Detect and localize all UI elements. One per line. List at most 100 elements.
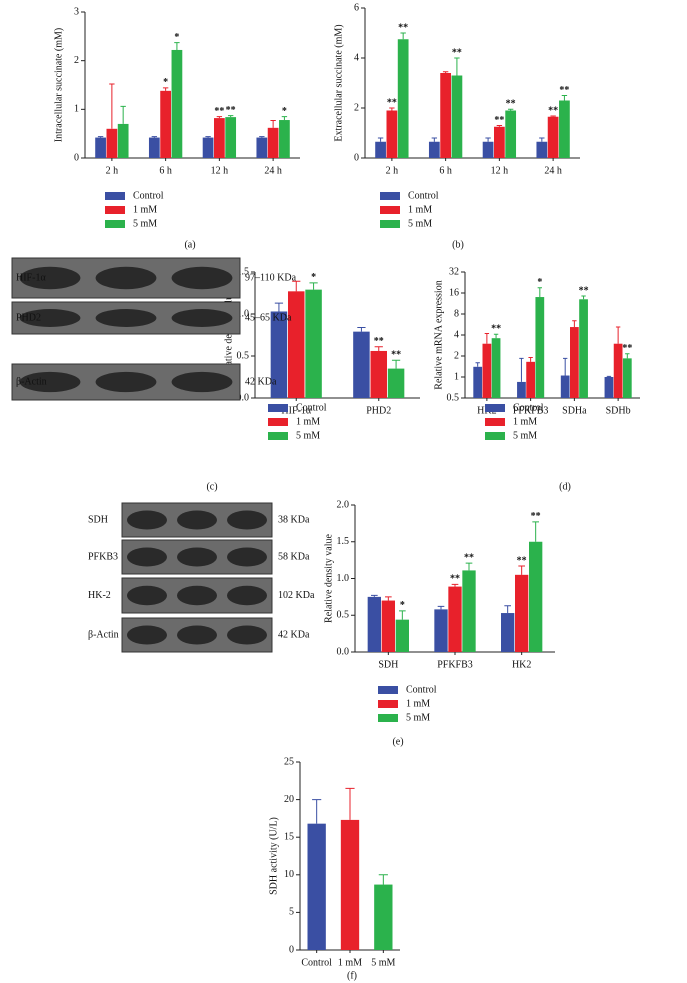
error-bar bbox=[581, 295, 586, 300]
bar bbox=[536, 141, 548, 158]
legend-swatch bbox=[378, 714, 398, 722]
y-tick-label: 1.5 bbox=[237, 266, 250, 277]
bar bbox=[434, 609, 448, 652]
blot-band bbox=[177, 547, 217, 567]
blot-band bbox=[95, 266, 157, 290]
error-bar bbox=[120, 105, 126, 124]
y-tick-label: 1.0 bbox=[337, 573, 350, 584]
blot-band bbox=[127, 547, 167, 567]
blot-size: 58 KDa bbox=[278, 551, 310, 562]
blot-band bbox=[177, 585, 217, 606]
significance-label: ** bbox=[374, 336, 384, 347]
bar bbox=[95, 137, 106, 158]
y-tick-label: 0 bbox=[289, 944, 294, 955]
error-bar bbox=[606, 375, 612, 377]
bar bbox=[386, 110, 398, 158]
legend-label: Control bbox=[133, 190, 164, 201]
legend-label: 1 mM bbox=[513, 416, 537, 427]
error-bar bbox=[537, 287, 542, 298]
significance-label: ** bbox=[226, 105, 236, 116]
legend-label: 5 mM bbox=[296, 430, 320, 441]
error-bar bbox=[270, 120, 276, 128]
error-bar bbox=[493, 333, 499, 339]
error-bar bbox=[109, 83, 115, 129]
significance-label: * bbox=[537, 277, 542, 288]
error-bar bbox=[451, 583, 459, 587]
blot-band bbox=[95, 371, 157, 393]
bar bbox=[374, 884, 393, 950]
legend-swatch bbox=[485, 404, 505, 412]
y-axis-label: Relative density value bbox=[223, 290, 234, 379]
error-bar bbox=[378, 874, 388, 885]
bar bbox=[559, 100, 570, 158]
legend-label: 5 mM bbox=[133, 218, 157, 229]
significance-label: ** bbox=[387, 97, 397, 108]
significance-label: * bbox=[163, 77, 168, 88]
blot-band bbox=[127, 510, 167, 530]
error-bar bbox=[437, 605, 445, 610]
blot-label: β-Actin bbox=[88, 629, 119, 640]
blot-band bbox=[227, 625, 267, 645]
y-tick-label: 10 bbox=[284, 869, 294, 880]
bar bbox=[148, 137, 160, 158]
x-tick-label: HIF-1α bbox=[281, 405, 311, 416]
legend-swatch bbox=[268, 432, 288, 440]
panel-label: (b) bbox=[452, 239, 464, 250]
y-tick-label: 1.5 bbox=[337, 536, 350, 547]
blot-size: 102 KDa bbox=[278, 590, 315, 601]
bar bbox=[160, 90, 171, 158]
error-bar bbox=[519, 357, 524, 382]
error-bar bbox=[227, 115, 234, 118]
blot-size: 97–110 KDa bbox=[245, 272, 297, 283]
y-tick-label: 0.5 bbox=[337, 610, 350, 621]
bar bbox=[307, 823, 326, 950]
y-axis-label: Intracellular succinate (mM) bbox=[53, 28, 64, 142]
error-bar bbox=[385, 596, 392, 601]
error-bar bbox=[625, 353, 630, 359]
error-bar bbox=[504, 605, 511, 614]
bar bbox=[547, 116, 559, 158]
legend-label: 1 mM bbox=[408, 204, 432, 215]
blot-size: 38 KDa bbox=[278, 514, 310, 525]
blot-label: PFKB3 bbox=[88, 551, 118, 562]
legend-swatch bbox=[105, 206, 125, 214]
bar bbox=[613, 343, 623, 398]
x-tick-label: Control bbox=[301, 957, 332, 968]
x-tick-label: 12 h bbox=[211, 165, 229, 176]
error-bar bbox=[292, 280, 301, 292]
x-tick-label: 6 h bbox=[439, 165, 452, 176]
error-bar bbox=[389, 107, 395, 111]
x-tick-label: PFKFB3 bbox=[437, 659, 473, 670]
y-axis-label: Relative mRNA expression bbox=[433, 280, 444, 389]
error-bar bbox=[442, 71, 449, 73]
significance-label: ** bbox=[517, 555, 527, 566]
y-axis-label: SDH activity (U/L) bbox=[268, 817, 279, 895]
bar bbox=[448, 586, 462, 652]
y-tick-label: 15 bbox=[284, 831, 294, 842]
error-bar bbox=[274, 302, 284, 312]
y-tick-label: 1 bbox=[74, 104, 79, 115]
legend-label: 1 mM bbox=[296, 416, 320, 427]
blot-band bbox=[19, 371, 81, 393]
bar bbox=[526, 361, 535, 398]
y-axis-label: Extracellular succinate (mM) bbox=[333, 24, 344, 141]
error-bar bbox=[97, 136, 104, 138]
x-tick-label: SDHa bbox=[562, 405, 587, 416]
y-tick-label: 20 bbox=[284, 794, 294, 805]
bar bbox=[529, 541, 543, 652]
y-tick-label: 0.0 bbox=[237, 392, 250, 403]
significance-label: ** bbox=[622, 343, 632, 354]
significance-label: ** bbox=[579, 285, 589, 296]
significance-label: ** bbox=[398, 22, 408, 33]
bar bbox=[367, 596, 381, 652]
y-tick-label: 25 bbox=[284, 756, 294, 767]
error-bar bbox=[374, 346, 383, 351]
error-bar bbox=[151, 136, 158, 138]
x-tick-label: 6 h bbox=[159, 165, 172, 176]
blot-band bbox=[171, 266, 233, 290]
legend-swatch bbox=[268, 418, 288, 426]
blot-band bbox=[19, 266, 81, 290]
legend-label: Control bbox=[296, 402, 327, 413]
error-bar bbox=[507, 108, 514, 111]
